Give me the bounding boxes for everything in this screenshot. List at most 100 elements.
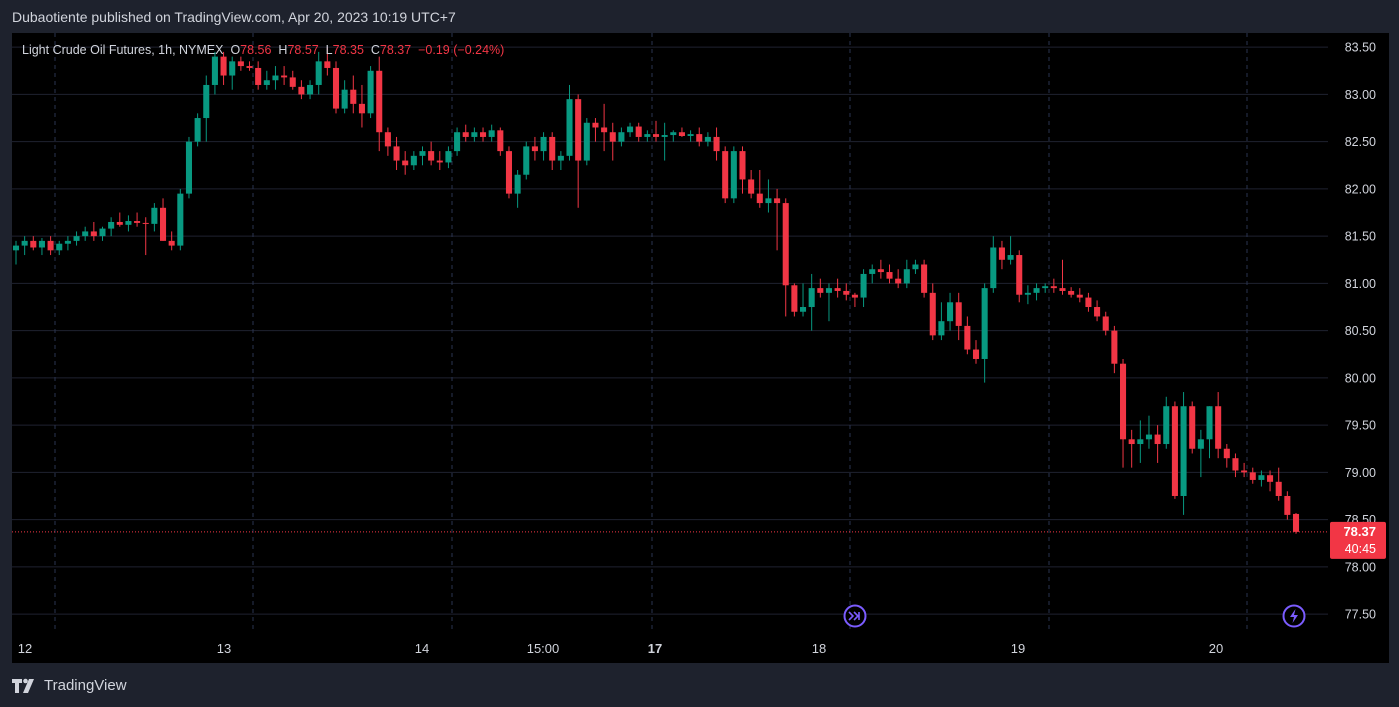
- candle: [748, 170, 755, 199]
- candle: [929, 283, 936, 341]
- published-caption: Dubaotiente published on TradingView.com…: [12, 9, 456, 25]
- candle-body: [1197, 439, 1204, 449]
- candle-body: [998, 247, 1005, 260]
- candle: [454, 127, 461, 156]
- x-tick-label: 12: [18, 641, 32, 656]
- candle-body: [255, 67, 262, 85]
- candle: [713, 127, 720, 161]
- candle-body: [12, 245, 20, 251]
- candle-body: [877, 269, 884, 273]
- time-axis[interactable]: 12 13 14 15:00 17 18 19 20: [18, 641, 1223, 656]
- low-value: 78.35: [332, 43, 364, 57]
- y-tick-label: 81.00: [1345, 277, 1376, 291]
- price-axis[interactable]: 83.50 83.00 82.50 82.00 81.50 81.00 80.50 80.00…: [1345, 41, 1376, 622]
- candle: [220, 51, 227, 85]
- candle-body: [64, 240, 71, 244]
- candle: [480, 127, 487, 142]
- candle-body: [1223, 448, 1230, 459]
- candle-body: [384, 132, 391, 147]
- candle: [419, 146, 426, 166]
- x-tick-label: 15:00: [527, 641, 560, 656]
- candle: [670, 130, 677, 142]
- candle-body: [540, 136, 547, 152]
- candle-body: [108, 221, 115, 229]
- x-tick-label: 19: [1011, 641, 1025, 656]
- candle: [609, 122, 616, 161]
- candle: [869, 264, 876, 284]
- candle-body: [1016, 255, 1023, 295]
- y-tick-label: 77.50: [1345, 608, 1376, 622]
- candle: [1267, 470, 1274, 492]
- candle-body: [289, 77, 296, 87]
- candle: [566, 84, 573, 161]
- candle: [1085, 292, 1092, 312]
- candle: [1206, 406, 1213, 459]
- candle: [998, 240, 1005, 270]
- candle-body: [272, 75, 279, 81]
- candle: [575, 94, 582, 208]
- candle: [1197, 429, 1204, 478]
- event-icon-ring: [843, 604, 867, 628]
- candle-body: [428, 151, 435, 161]
- candle: [30, 236, 37, 251]
- candle: [981, 283, 988, 383]
- candle-body: [1050, 286, 1057, 289]
- candle: [445, 146, 452, 169]
- candle: [1033, 283, 1040, 301]
- event-icon-glyph: [1290, 609, 1298, 623]
- candle-body: [843, 290, 850, 295]
- candle: [627, 122, 634, 137]
- candle: [134, 212, 141, 227]
- candle: [1094, 300, 1101, 322]
- candle: [895, 269, 902, 289]
- candle: [116, 212, 123, 227]
- y-tick-label: 80.50: [1345, 324, 1376, 338]
- candle-body: [1241, 470, 1248, 473]
- candle: [324, 47, 331, 76]
- candle: [73, 231, 80, 246]
- candle: [367, 66, 374, 119]
- candle: [540, 132, 547, 161]
- candle: [1145, 415, 1152, 449]
- candle: [384, 127, 391, 156]
- candle-body: [670, 132, 677, 136]
- candle: [315, 51, 322, 95]
- x-tick-label: 20: [1209, 641, 1223, 656]
- dividend-event-icon[interactable]: [843, 604, 867, 628]
- candle-body: [1094, 307, 1101, 317]
- candle: [800, 283, 807, 317]
- x-tick-label: 17: [648, 641, 662, 656]
- candle-body: [410, 155, 417, 166]
- candle-body: [47, 240, 54, 251]
- x-tick-label: 18: [812, 641, 826, 656]
- candle: [514, 170, 521, 208]
- candle-body: [82, 231, 89, 237]
- candle: [774, 188, 781, 251]
- candle-body: [116, 221, 123, 225]
- candle: [523, 141, 530, 180]
- candle-body: [185, 141, 192, 194]
- x-tick-label: 14: [415, 641, 429, 656]
- candle: [549, 132, 556, 171]
- candle: [661, 122, 668, 161]
- candle: [739, 146, 746, 194]
- candle-body: [566, 99, 573, 156]
- candle: [730, 146, 737, 204]
- candle: [1275, 467, 1282, 501]
- candle-body: [903, 269, 910, 284]
- candle-body: [229, 61, 236, 76]
- tradingview-logo-icon[interactable]: [12, 678, 38, 694]
- candle: [21, 236, 28, 256]
- tradingview-brand[interactable]: TradingView: [44, 677, 127, 694]
- candle: [791, 283, 798, 317]
- close-value: 78.37: [379, 43, 412, 57]
- candle: [834, 278, 841, 298]
- symbol-legend[interactable]: Light Crude Oil Futures, 1h, NYMEX O78.5…: [22, 43, 504, 57]
- candle: [56, 240, 63, 256]
- candle-body: [514, 174, 521, 194]
- candle: [921, 259, 928, 298]
- candle: [618, 127, 625, 147]
- earnings-event-icon[interactable]: [1282, 604, 1306, 628]
- candle: [488, 124, 495, 142]
